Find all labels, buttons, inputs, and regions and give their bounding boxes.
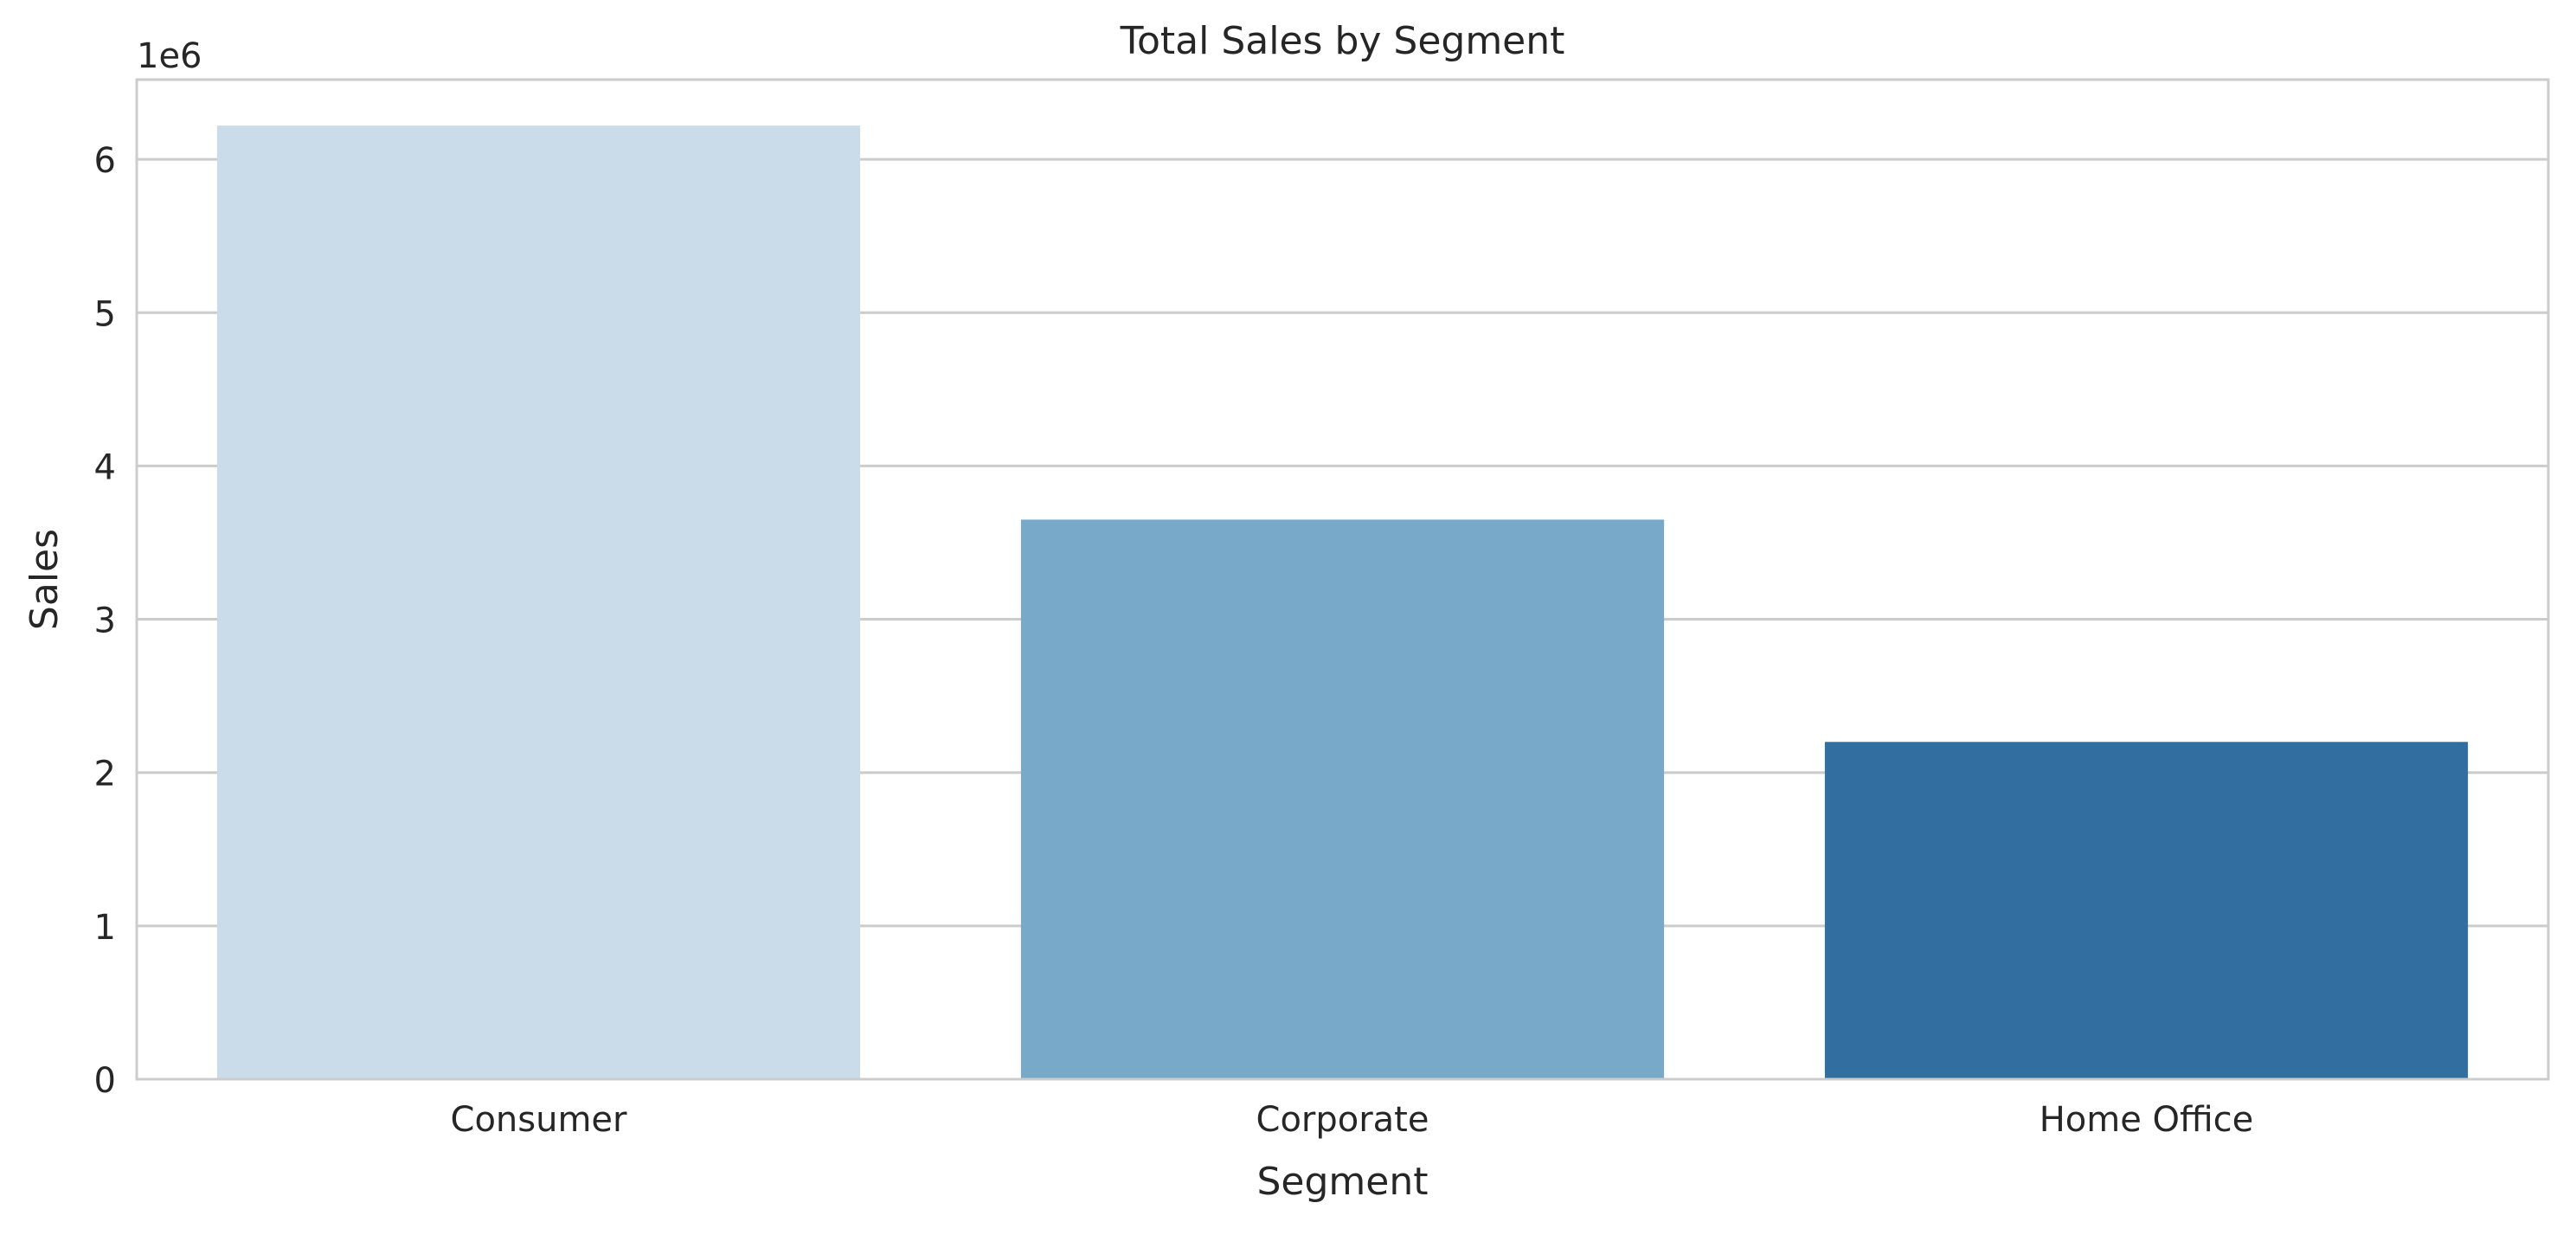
y-tick-label: 3 — [94, 601, 116, 641]
y-tick-label: 6 — [94, 141, 116, 181]
y-tick-label: 1 — [94, 908, 116, 948]
y-tick-label: 5 — [94, 294, 116, 334]
bar-consumer — [216, 125, 861, 1079]
x-tick-label: Consumer — [451, 1100, 628, 1140]
y-axis-offset-label: 1e6 — [137, 36, 202, 76]
y-tick-label: 4 — [94, 447, 116, 487]
x-tick-label: Home Office — [2040, 1100, 2254, 1140]
y-tick-label: 2 — [94, 755, 116, 794]
bar-home-office — [1824, 742, 2469, 1079]
x-tick-labels: Consumer Corporate Home Office — [451, 1100, 2254, 1140]
plot-frame — [135, 78, 2550, 1081]
y-axis-label: Sales — [22, 529, 67, 630]
x-axis-label: Segment — [1257, 1160, 1429, 1204]
y-tick-label: 0 — [94, 1061, 116, 1101]
y-tick-labels: 0 1 2 3 4 5 6 — [94, 141, 116, 1101]
x-tick-label: Corporate — [1256, 1100, 1429, 1140]
bar-layer — [216, 125, 2469, 1079]
bar-corporate — [1020, 519, 1665, 1079]
chart-title: Total Sales by Segment — [1120, 19, 1565, 63]
